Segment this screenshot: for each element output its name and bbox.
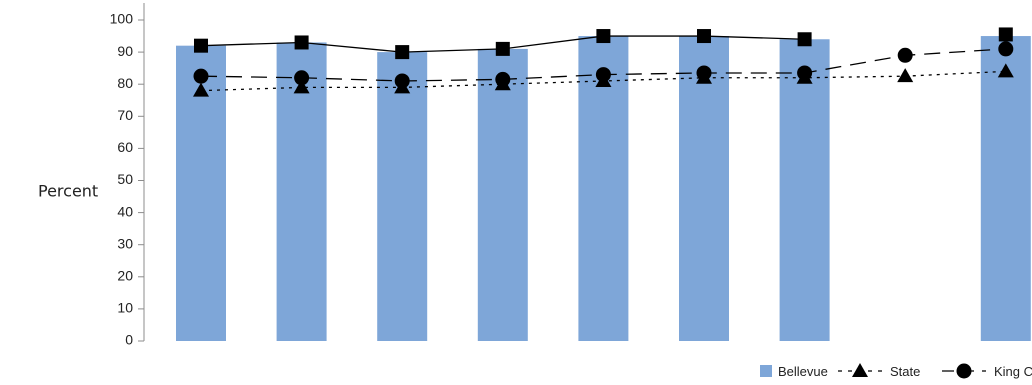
- y-axis-label: Percent: [38, 182, 98, 201]
- legend-marker-state: [852, 363, 868, 377]
- legend-swatch-bellevue: [760, 365, 772, 377]
- marker-locale-74: [294, 35, 309, 50]
- bars: [176, 36, 1031, 342]
- y-tick-label: 80: [117, 75, 133, 91]
- marker-king-county: [294, 70, 310, 86]
- legend-label-bellevue: Bellevue: [778, 364, 828, 379]
- marker-king-county: [495, 71, 511, 87]
- legend-label-state: State: [890, 364, 920, 379]
- marker-locale-74: [797, 32, 812, 47]
- bar-bellevue: [779, 39, 830, 341]
- y-tick-label: 90: [117, 43, 133, 59]
- marker-locale-74: [697, 29, 711, 44]
- bar-bellevue: [477, 48, 528, 341]
- marker-locale-74: [194, 38, 208, 53]
- y-tick-label: 60: [117, 139, 133, 155]
- marker-state: [293, 79, 310, 94]
- legend-marker-king-county: [956, 363, 972, 379]
- marker-state: [997, 63, 1014, 78]
- y-tick-label: 100: [110, 11, 134, 27]
- bar-bellevue: [377, 52, 428, 341]
- marker-king-county: [595, 67, 611, 83]
- bar-bellevue: [980, 36, 1031, 342]
- marker-king-county: [897, 47, 913, 63]
- bar-bellevue: [679, 36, 729, 342]
- y-tick-label: 30: [117, 235, 133, 251]
- marker-king-county: [193, 68, 209, 84]
- marker-locale-74: [998, 27, 1013, 42]
- marker-king-county: [696, 65, 712, 81]
- marker-king-county: [998, 41, 1014, 57]
- marker-state: [193, 82, 209, 97]
- marker-state: [897, 68, 914, 83]
- marker-king-county: [797, 65, 813, 81]
- y-axis: 0 10 20 30 40 50 60 70 80 90 100: [110, 3, 145, 348]
- y-tick-label: 70: [117, 107, 133, 123]
- marker-king-county: [394, 73, 410, 89]
- y-tick-label: 50: [117, 171, 133, 187]
- legend-label-king-county: King County: [994, 364, 1032, 379]
- series-markers: [193, 27, 1014, 97]
- marker-locale-74: [596, 29, 611, 44]
- marker-locale-74: [395, 45, 410, 60]
- y-tick-label: 40: [117, 203, 133, 219]
- y-tick-label: 0: [125, 332, 133, 348]
- y-tick-label: 20: [117, 268, 133, 284]
- y-tick-label: 10: [117, 300, 133, 316]
- marker-locale-74: [495, 41, 510, 56]
